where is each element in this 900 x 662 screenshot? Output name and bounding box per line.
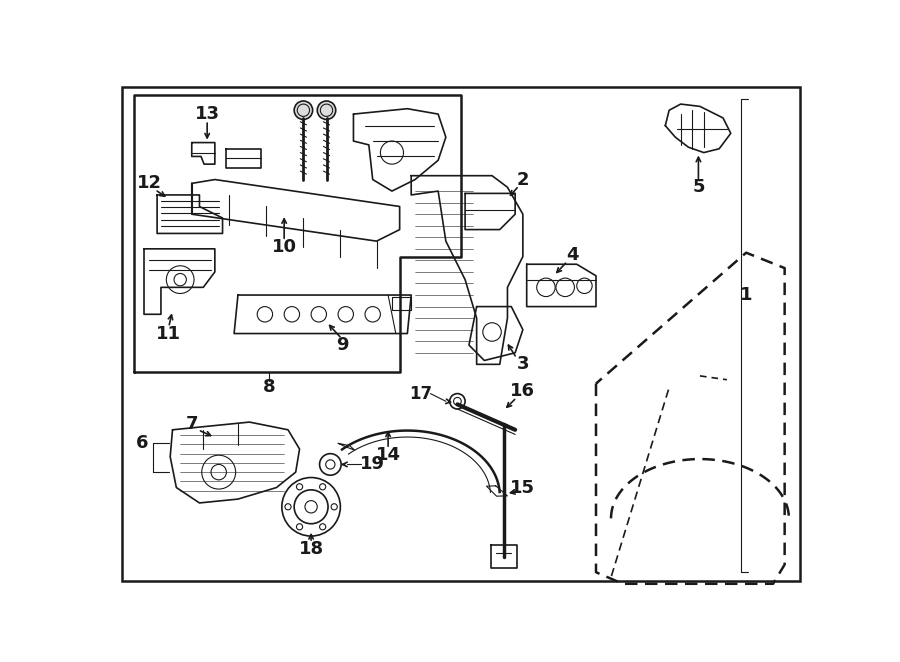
Circle shape xyxy=(294,101,312,119)
Text: 14: 14 xyxy=(375,446,401,464)
Text: 1: 1 xyxy=(740,286,752,304)
Text: 15: 15 xyxy=(510,479,536,496)
Text: 19: 19 xyxy=(360,455,385,473)
Text: 17: 17 xyxy=(410,385,433,402)
Text: 9: 9 xyxy=(336,336,348,354)
Text: 13: 13 xyxy=(194,105,220,123)
Text: 7: 7 xyxy=(185,415,198,434)
Text: 16: 16 xyxy=(510,382,536,401)
Text: 6: 6 xyxy=(135,434,148,452)
Text: 4: 4 xyxy=(567,246,580,264)
Text: 11: 11 xyxy=(157,324,181,342)
Text: 8: 8 xyxy=(263,379,275,397)
Text: 5: 5 xyxy=(692,178,705,196)
Text: 2: 2 xyxy=(517,171,529,189)
Text: 18: 18 xyxy=(299,540,324,558)
Text: 10: 10 xyxy=(272,238,297,256)
Text: 3: 3 xyxy=(517,355,529,373)
Text: 12: 12 xyxy=(137,174,162,193)
Circle shape xyxy=(318,101,336,119)
